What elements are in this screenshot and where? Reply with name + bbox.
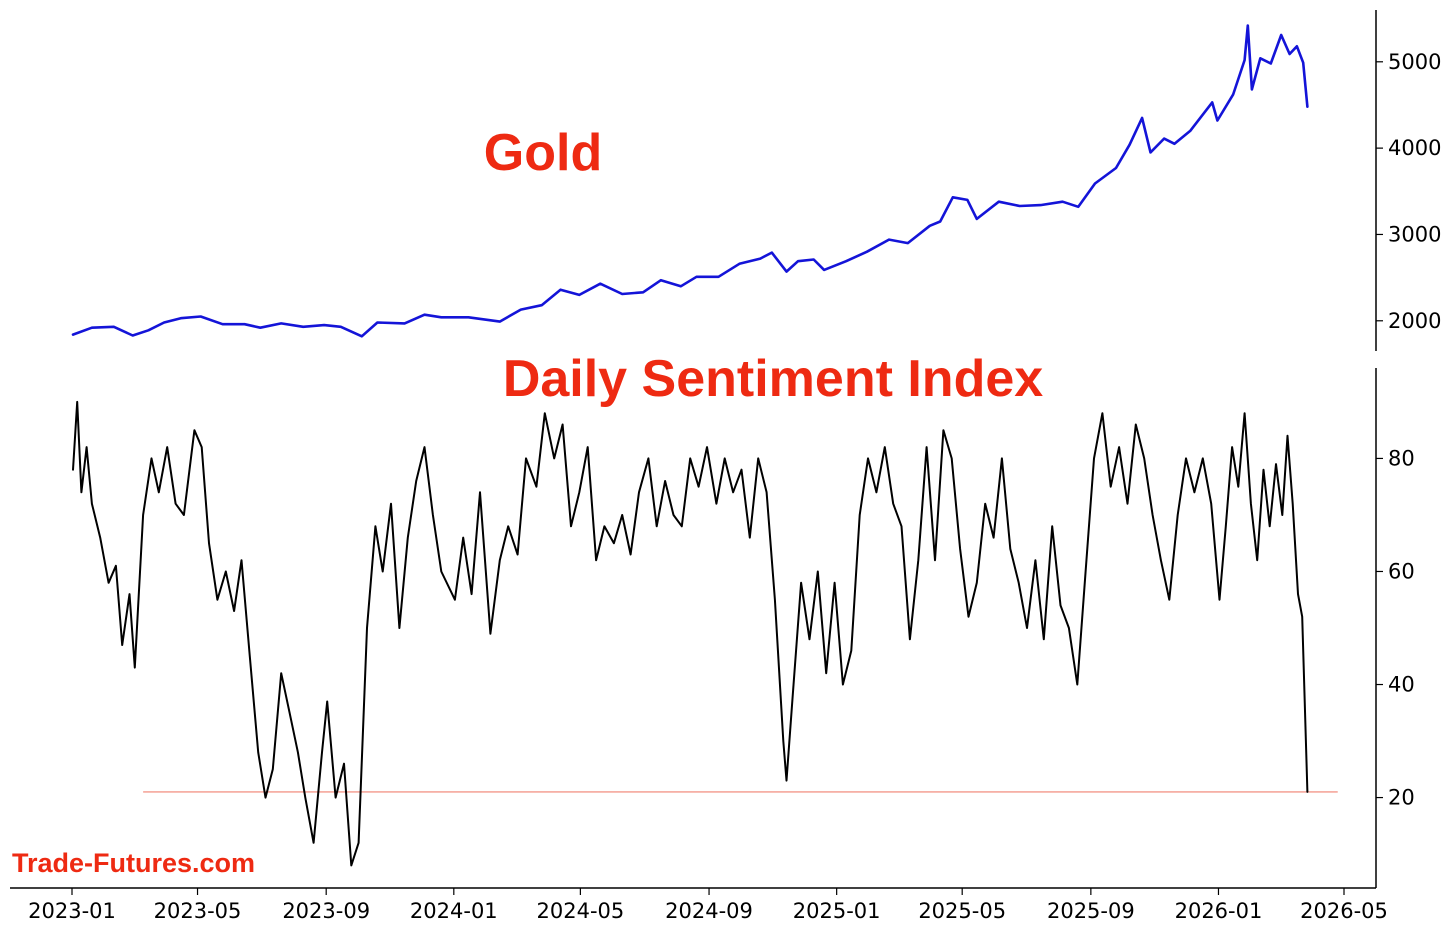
x-tick-label: 2026-01 bbox=[1175, 899, 1263, 923]
gold-panel-title: Gold bbox=[484, 124, 602, 182]
x-tick-label: 2024-05 bbox=[537, 899, 625, 923]
svg-text:Gold: Gold bbox=[484, 124, 602, 182]
dsi-line bbox=[72, 400, 1309, 867]
dsi-series bbox=[72, 400, 1309, 867]
gold-y-tick-label: 5000 bbox=[1388, 50, 1441, 74]
dsi-panel-title: Daily Sentiment Index bbox=[503, 350, 1043, 408]
x-tick-label: 2023-09 bbox=[282, 899, 370, 923]
x-tick-label: 2024-09 bbox=[665, 899, 753, 923]
dsi-y-tick-label: 80 bbox=[1388, 446, 1415, 470]
x-tick-label: 2025-09 bbox=[1047, 899, 1135, 923]
gold-price-line bbox=[71, 24, 1309, 338]
x-axis: 2023-01 2023-05 2023-09 2024-01 2024-05 2024-… bbox=[10, 887, 1388, 923]
dsi-y-axis: 20 40 60 80 bbox=[1375, 368, 1415, 888]
x-tick-label: 2023-01 bbox=[28, 899, 116, 923]
x-tick-label: 2025-05 bbox=[918, 899, 1006, 923]
brand-watermark: Trade-Futures.com bbox=[12, 848, 256, 878]
dsi-y-tick-label: 40 bbox=[1388, 673, 1415, 697]
x-tick-label: 2024-01 bbox=[410, 899, 498, 923]
gold-y-axis: 2000 3000 4000 5000 bbox=[1375, 10, 1441, 351]
x-tick-label: 2023-05 bbox=[154, 899, 242, 923]
dsi-y-tick-label: 20 bbox=[1388, 786, 1415, 810]
x-tick-label: 2025-01 bbox=[793, 899, 881, 923]
x-tick-label: 2026-05 bbox=[1300, 899, 1388, 923]
gold-series bbox=[71, 24, 1309, 338]
gold-y-tick-label: 3000 bbox=[1388, 222, 1441, 246]
svg-text:Daily Sentiment Index: Daily Sentiment Index bbox=[503, 350, 1043, 408]
gold-y-tick-label: 4000 bbox=[1388, 136, 1441, 160]
gold-y-tick-label: 2000 bbox=[1388, 309, 1441, 333]
dsi-y-tick-label: 60 bbox=[1388, 559, 1415, 583]
